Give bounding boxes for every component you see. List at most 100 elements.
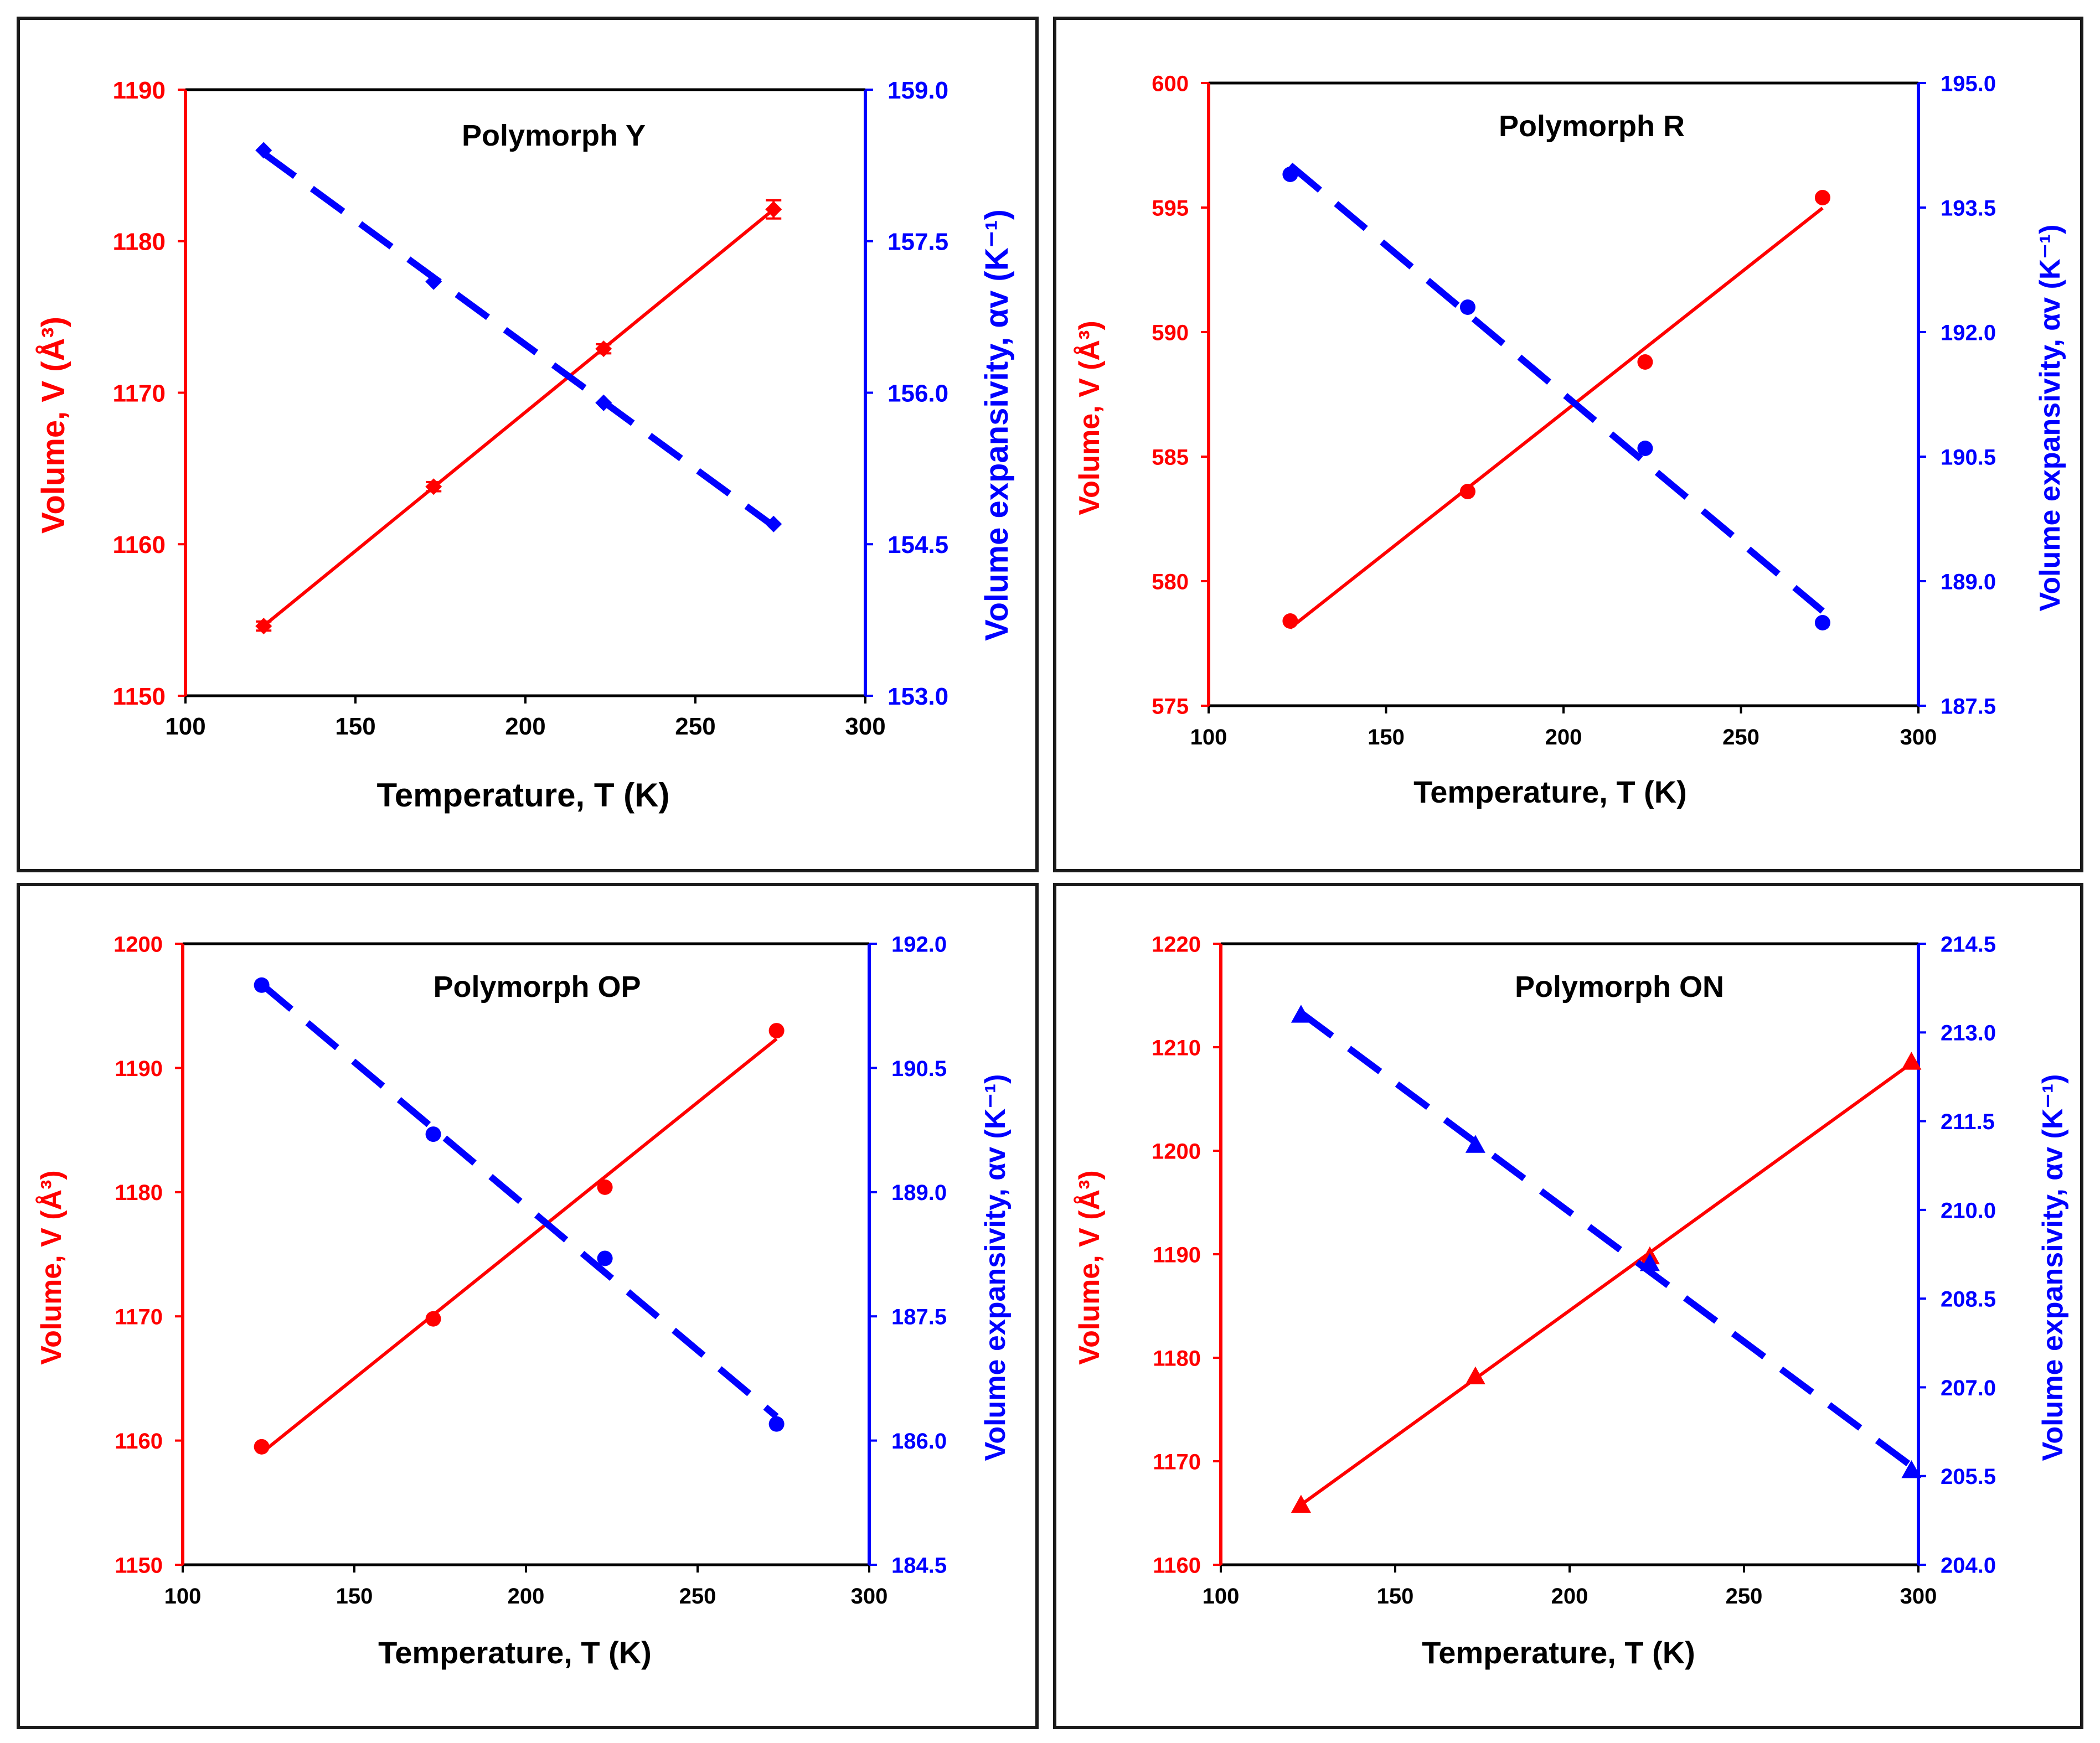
y-tick-label: 1170 xyxy=(113,380,166,407)
x-tick-label: 100 xyxy=(164,1584,202,1608)
chart-title: Polymorph Y xyxy=(462,119,646,152)
x-tick-label: 150 xyxy=(1368,725,1405,749)
y-tick-label: 1170 xyxy=(1153,1450,1201,1474)
volume-point xyxy=(1291,1494,1311,1513)
volume-point xyxy=(1282,613,1298,629)
x-tick-label: 300 xyxy=(851,1584,888,1608)
expansivity-point xyxy=(254,977,270,993)
y2-tick-label: 210.0 xyxy=(1941,1198,1996,1223)
y2-tick-label: 207.0 xyxy=(1941,1376,1996,1400)
y-tick-label: 1200 xyxy=(1152,1139,1201,1163)
expansivity-point xyxy=(1814,615,1830,630)
chart-title: Polymorph R xyxy=(1499,110,1685,143)
expansivity-point xyxy=(1282,167,1298,182)
expansivity-point xyxy=(425,1126,441,1142)
y2-tick-label: 193.5 xyxy=(1941,196,1996,220)
panel-frame-op xyxy=(17,883,1039,1729)
y-tick-label: 580 xyxy=(1152,570,1189,594)
x-tick-label: 250 xyxy=(1722,725,1760,749)
chart-title: Polymorph OP xyxy=(433,970,641,1004)
y2-axis-label: Volume expansivity, αv (K⁻¹) xyxy=(2037,1074,2069,1461)
expansivity-point xyxy=(425,273,442,290)
y2-tick-label: 187.5 xyxy=(1941,694,1996,718)
volume-point xyxy=(1814,190,1830,205)
volume-point xyxy=(765,201,782,218)
x-tick-label: 150 xyxy=(336,1584,373,1608)
y-axis-label: Volume, V (Å³) xyxy=(1074,1170,1106,1364)
y2-tick-label: 190.5 xyxy=(891,1057,947,1081)
y2-tick-label: 184.5 xyxy=(891,1553,947,1578)
y-tick-label: 1190 xyxy=(1153,1243,1201,1267)
x-tick-label: 200 xyxy=(508,1584,545,1608)
y-tick-label: 1220 xyxy=(1152,932,1201,956)
y2-tick-label: 156.0 xyxy=(888,380,948,407)
y-tick-label: 1150 xyxy=(115,1553,163,1578)
y-axis-label: Volume, V (Å³) xyxy=(35,1170,68,1364)
x-tick-label: 150 xyxy=(335,713,375,740)
y2-tick-label: 208.5 xyxy=(1941,1287,1996,1312)
y-tick-label: 600 xyxy=(1152,71,1189,96)
x-tick-label: 300 xyxy=(1900,1584,1937,1608)
expansivity-point xyxy=(597,1250,613,1266)
y-tick-label: 590 xyxy=(1152,320,1189,345)
chart-polymorph-y: Polymorph Y Temperature, T (K) Volume, V… xyxy=(35,77,1015,814)
y-tick-label: 1150 xyxy=(113,683,166,710)
x-tick-label: 250 xyxy=(1726,1584,1763,1608)
x-tick-label: 200 xyxy=(1551,1584,1588,1608)
y2-tick-label: 189.0 xyxy=(1941,570,1996,594)
volume-point xyxy=(1465,1366,1485,1385)
volume-point xyxy=(597,1179,613,1195)
volume-fit-line xyxy=(1300,1062,1913,1507)
y-tick-label: 1170 xyxy=(115,1305,163,1330)
y-tick-label: 585 xyxy=(1152,445,1189,469)
y-tick-label: 1210 xyxy=(1152,1036,1201,1060)
volume-point xyxy=(425,1311,441,1327)
volume-fit-line xyxy=(260,1037,778,1455)
y2-tick-label: 192.0 xyxy=(1941,320,1996,345)
x-tick-label: 100 xyxy=(1190,725,1227,749)
expansivity-point xyxy=(1901,1460,1922,1478)
x-tick-label: 200 xyxy=(505,713,545,740)
expansivity-point xyxy=(1465,1135,1485,1153)
y-tick-label: 1200 xyxy=(113,932,163,956)
y-tick-label: 595 xyxy=(1152,196,1189,220)
x-tick-label: 300 xyxy=(1900,725,1937,749)
volume-point xyxy=(425,478,442,495)
expansivity-point xyxy=(1639,1253,1660,1271)
y-tick-label: 1180 xyxy=(1153,1346,1201,1370)
volume-point xyxy=(1901,1052,1922,1070)
volume-point xyxy=(254,1439,270,1455)
y2-tick-label: 213.0 xyxy=(1941,1021,1996,1046)
y2-tick-label: 205.5 xyxy=(1941,1465,1996,1489)
y-axis-label: Volume, V (Å³) xyxy=(1074,320,1106,515)
x-axis-label: Temperature, T (K) xyxy=(378,1635,652,1670)
y2-tick-label: 187.5 xyxy=(891,1305,947,1330)
y-tick-label: 1160 xyxy=(1153,1553,1201,1578)
x-axis-label: Temperature, T (K) xyxy=(1413,774,1687,809)
volume-point xyxy=(1637,354,1653,370)
y2-tick-label: 192.0 xyxy=(891,932,947,956)
x-tick-label: 100 xyxy=(165,713,205,740)
volume-fit-line xyxy=(262,208,775,628)
panel-frame-on xyxy=(1053,883,2083,1729)
volume-fit-line xyxy=(1289,206,1824,629)
y2-axis-label: Volume expansivity, αv (K⁻¹) xyxy=(979,209,1015,641)
y2-tick-label: 189.0 xyxy=(891,1181,947,1205)
y-axis-label: Volume, V (Å³) xyxy=(35,317,71,534)
volume-point xyxy=(1459,484,1475,499)
y-tick-label: 1180 xyxy=(113,229,166,256)
expansivity-point xyxy=(255,142,272,159)
panel-frame-r xyxy=(1053,17,2083,872)
volume-point xyxy=(595,340,612,358)
chart-polymorph-r: Polymorph R Temperature, T (K) Volume, V… xyxy=(1074,71,2066,809)
y2-tick-label: 195.0 xyxy=(1941,71,1996,96)
expansivity-fit-line xyxy=(259,981,779,1419)
expansivity-point xyxy=(1459,299,1475,315)
expansivity-point xyxy=(595,394,612,411)
y2-tick-label: 157.5 xyxy=(888,229,948,256)
x-tick-label: 150 xyxy=(1377,1584,1414,1608)
panel-frame-y xyxy=(17,17,1039,872)
y2-axis-label: Volume expansivity, αv (K⁻¹) xyxy=(2034,225,2066,612)
expansivity-fit-line xyxy=(1299,1010,1913,1469)
